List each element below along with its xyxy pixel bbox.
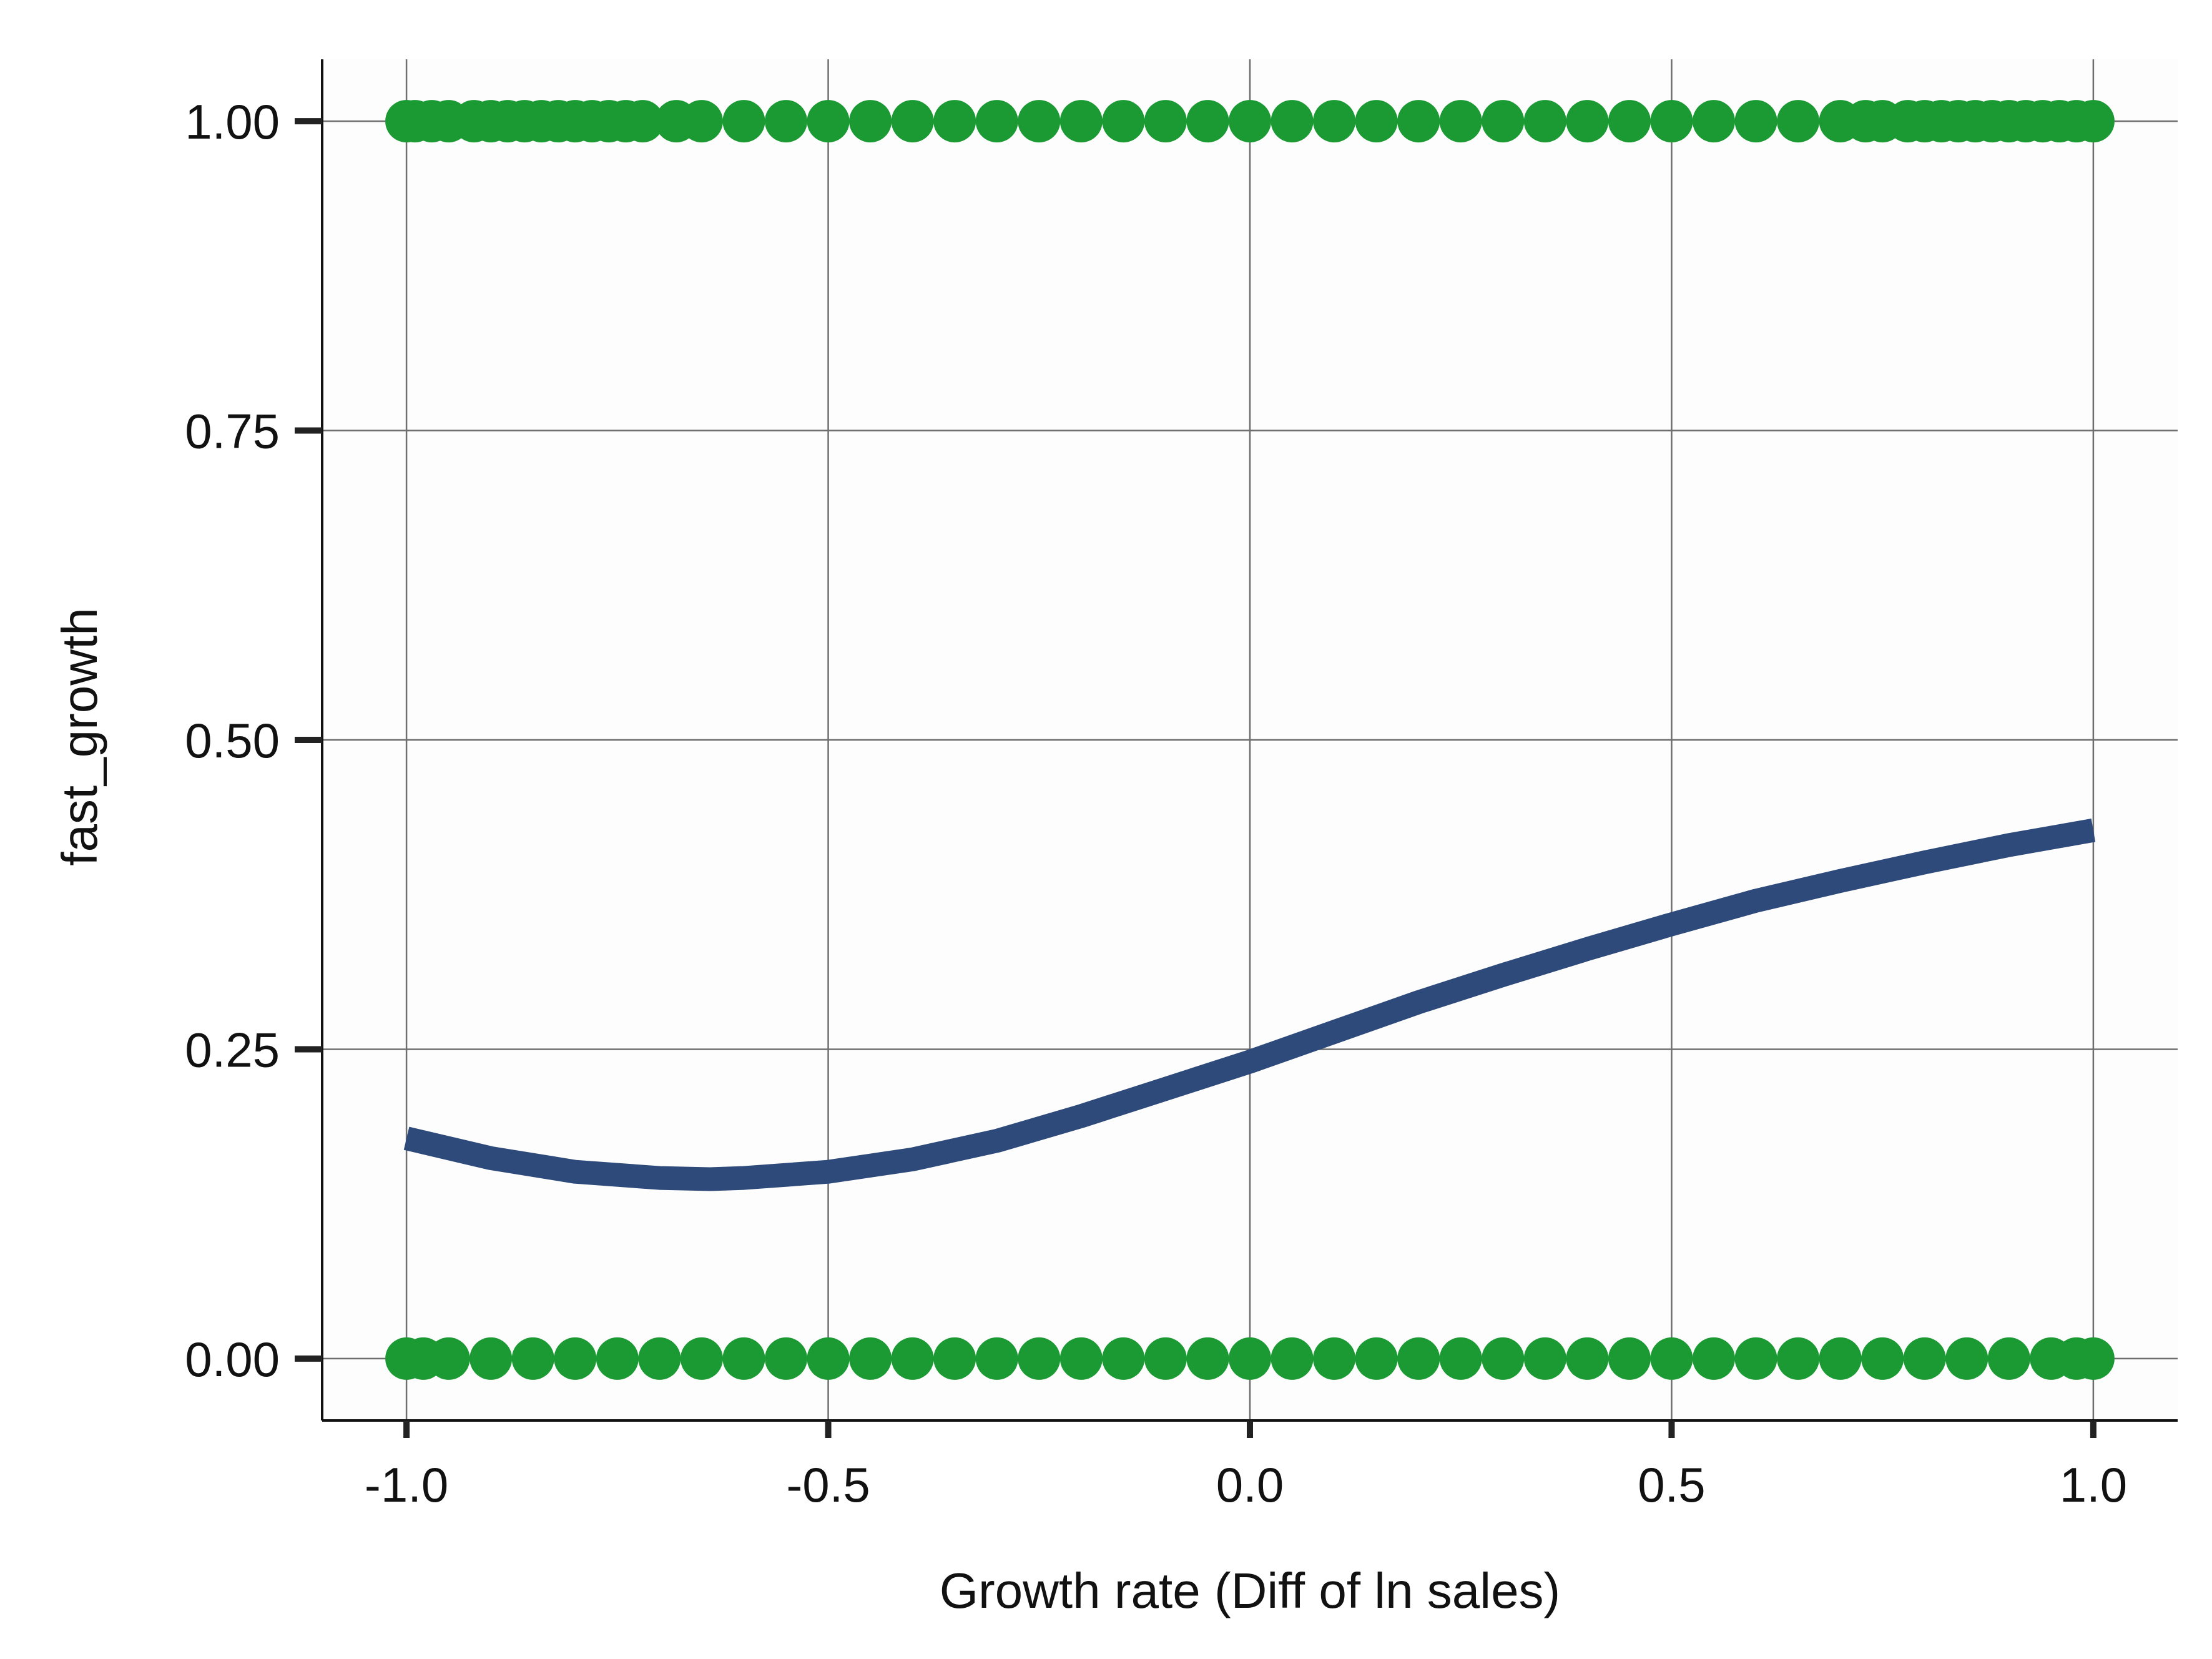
data-point-y0-18 [1102, 1337, 1145, 1380]
data-point-y1-38 [1608, 100, 1651, 143]
data-point-y1-32 [1355, 100, 1398, 143]
data-point-y0-42 [2072, 1337, 2115, 1380]
data-point-y0-10 [765, 1337, 807, 1380]
data-point-y1-23 [975, 100, 1018, 143]
data-point-y0-16 [1018, 1337, 1061, 1380]
y-tick-label-4: 1.00 [185, 94, 280, 149]
data-point-y1-21 [891, 100, 934, 143]
data-point-y1-34 [1439, 100, 1482, 143]
data-point-y0-21 [1229, 1337, 1271, 1380]
x-tick-label-1: -0.5 [786, 1457, 870, 1512]
data-point-y0-36 [1861, 1337, 1904, 1380]
y-axis-title: fast_growth [52, 608, 107, 866]
data-point-y1-27 [1144, 100, 1187, 143]
data-point-y0-33 [1734, 1337, 1777, 1380]
data-point-y0-15 [975, 1337, 1018, 1380]
data-point-y1-16 [680, 100, 723, 143]
y-tick-label-3: 0.75 [185, 404, 280, 459]
x-tick-label-4: 1.0 [2060, 1457, 2127, 1512]
data-point-y0-35 [1819, 1337, 1862, 1380]
x-axis-title: Growth rate (Diff of ln sales) [940, 1563, 1560, 1618]
data-point-y0-34 [1777, 1337, 1820, 1380]
data-point-y0-24 [1355, 1337, 1398, 1380]
data-point-y1-29 [1229, 100, 1271, 143]
y-tick-label-1: 0.25 [185, 1022, 280, 1077]
data-points [385, 100, 2115, 1380]
data-point-y0-39 [1987, 1337, 2030, 1380]
data-point-y0-23 [1313, 1337, 1356, 1380]
data-point-y1-57 [2072, 100, 2115, 143]
data-point-y0-8 [680, 1337, 723, 1380]
data-point-y1-19 [807, 100, 850, 143]
data-point-y1-36 [1523, 100, 1566, 143]
x-tick-label-0: -1.0 [365, 1457, 448, 1512]
data-point-y0-3 [469, 1337, 513, 1380]
data-point-y0-27 [1482, 1337, 1525, 1380]
data-point-y0-13 [891, 1337, 934, 1380]
data-point-y0-29 [1566, 1337, 1609, 1380]
data-point-y0-7 [638, 1337, 681, 1380]
data-point-y1-26 [1102, 100, 1145, 143]
data-point-y0-37 [1903, 1337, 1946, 1380]
data-point-y1-30 [1271, 100, 1314, 143]
data-point-y0-28 [1523, 1337, 1566, 1380]
data-point-y0-11 [807, 1337, 850, 1380]
y-tick-label-2: 0.50 [185, 713, 280, 768]
data-point-y1-22 [933, 100, 976, 143]
data-point-y0-31 [1650, 1337, 1693, 1380]
data-point-y0-30 [1608, 1337, 1651, 1380]
smooth-line [403, 818, 2096, 1191]
data-point-y0-20 [1186, 1337, 1229, 1380]
tick-marks [295, 118, 2096, 1438]
data-point-y0-32 [1693, 1337, 1735, 1380]
data-point-y1-28 [1186, 100, 1229, 143]
y-tick-label-0: 0.00 [185, 1332, 280, 1387]
data-point-y1-24 [1018, 100, 1061, 143]
data-point-y1-40 [1693, 100, 1735, 143]
data-point-y0-2 [427, 1337, 470, 1380]
data-point-y0-38 [1945, 1337, 1988, 1380]
data-point-y1-35 [1482, 100, 1525, 143]
data-point-y0-4 [511, 1337, 554, 1380]
smooth-curve [403, 818, 2096, 1191]
data-point-y0-6 [596, 1337, 639, 1380]
data-point-y1-41 [1734, 100, 1777, 143]
x-tick-label-3: 0.5 [1638, 1457, 1705, 1512]
tick-labels: -1.0 -0.5 0.0 0.5 1.0 0.00 0.25 0.50 0.75 1.00 [185, 94, 2127, 1512]
data-point-y0-12 [849, 1337, 892, 1380]
data-point-y0-22 [1271, 1337, 1314, 1380]
data-point-y0-26 [1439, 1337, 1482, 1380]
data-point-y1-33 [1397, 100, 1440, 143]
data-point-y1-42 [1777, 100, 1820, 143]
data-point-y1-20 [849, 100, 892, 143]
data-point-y0-19 [1144, 1337, 1187, 1380]
data-point-y1-25 [1059, 100, 1103, 143]
data-point-y0-25 [1397, 1337, 1440, 1380]
data-point-y1-39 [1650, 100, 1693, 143]
data-point-y1-18 [765, 100, 807, 143]
data-point-y1-14 [621, 100, 664, 143]
data-point-y1-31 [1313, 100, 1356, 143]
data-point-y0-5 [554, 1337, 597, 1380]
data-point-y0-17 [1059, 1337, 1103, 1380]
x-tick-label-2: 0.0 [1216, 1457, 1284, 1512]
data-point-y1-37 [1566, 100, 1609, 143]
data-point-y1-17 [722, 100, 765, 143]
data-point-y0-9 [722, 1337, 765, 1380]
data-point-y0-14 [933, 1337, 976, 1380]
